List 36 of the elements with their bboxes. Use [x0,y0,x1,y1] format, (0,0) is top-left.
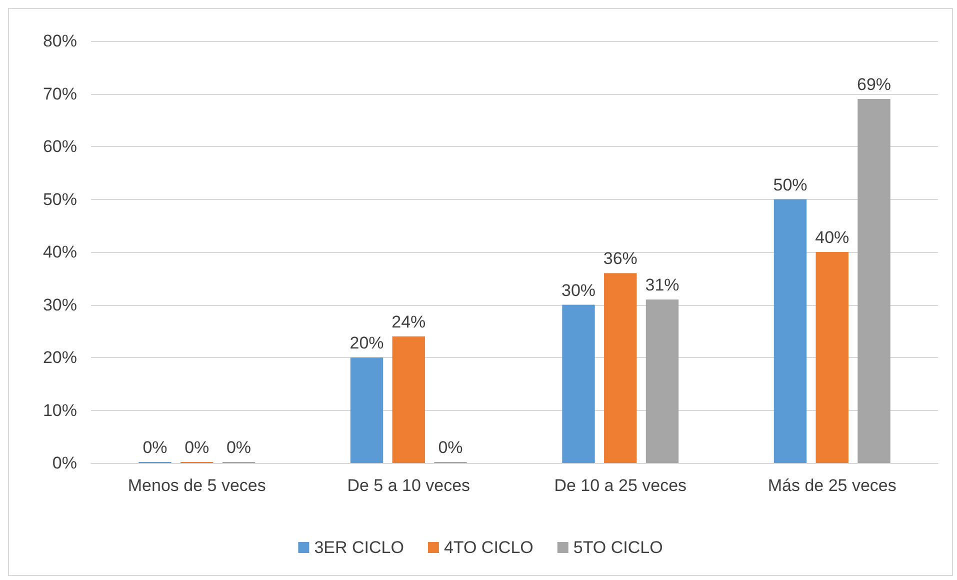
y-tick-label: 60% [42,137,77,156]
y-tick-label: 20% [42,348,77,367]
data-label: 0% [226,438,252,457]
data-label: 24% [392,312,426,332]
y-tick-label: 80% [42,32,77,50]
data-label: 40% [815,228,850,247]
y-tick-label: 10% [42,400,77,420]
bar [646,299,679,463]
y-tick-label: 40% [42,242,77,262]
x-tick-label: De 5 a 10 veces [347,476,470,495]
data-label: 36% [603,249,638,268]
bar [816,252,848,463]
x-tick-label: Más de 25 veces [768,476,896,495]
bar [350,358,384,463]
data-label: 30% [561,280,596,300]
x-tick-label: De 10 a 25 veces [554,476,687,495]
y-tick-label: 70% [42,84,77,104]
x-tick-label: Menos de 5 veces [128,476,266,495]
data-label: 50% [773,175,808,194]
bar [774,199,807,463]
data-label: 20% [350,334,384,352]
bar [562,304,595,463]
legend-label: 4TO CICLO [444,538,534,557]
data-label: 31% [645,275,680,294]
data-label: 0% [438,438,463,457]
bar [392,336,425,463]
y-tick-label: 30% [42,295,77,314]
y-tick-label: 0% [52,454,77,472]
bar [858,99,890,463]
legend-label: 3ER CICLO [314,538,404,557]
data-label: 69% [856,75,892,94]
bar [604,273,637,463]
data-label: 0% [184,438,210,457]
legend-label: 5TO CICLO [573,538,663,557]
data-label: 0% [142,438,168,457]
y-tick-label: 50% [42,190,77,209]
